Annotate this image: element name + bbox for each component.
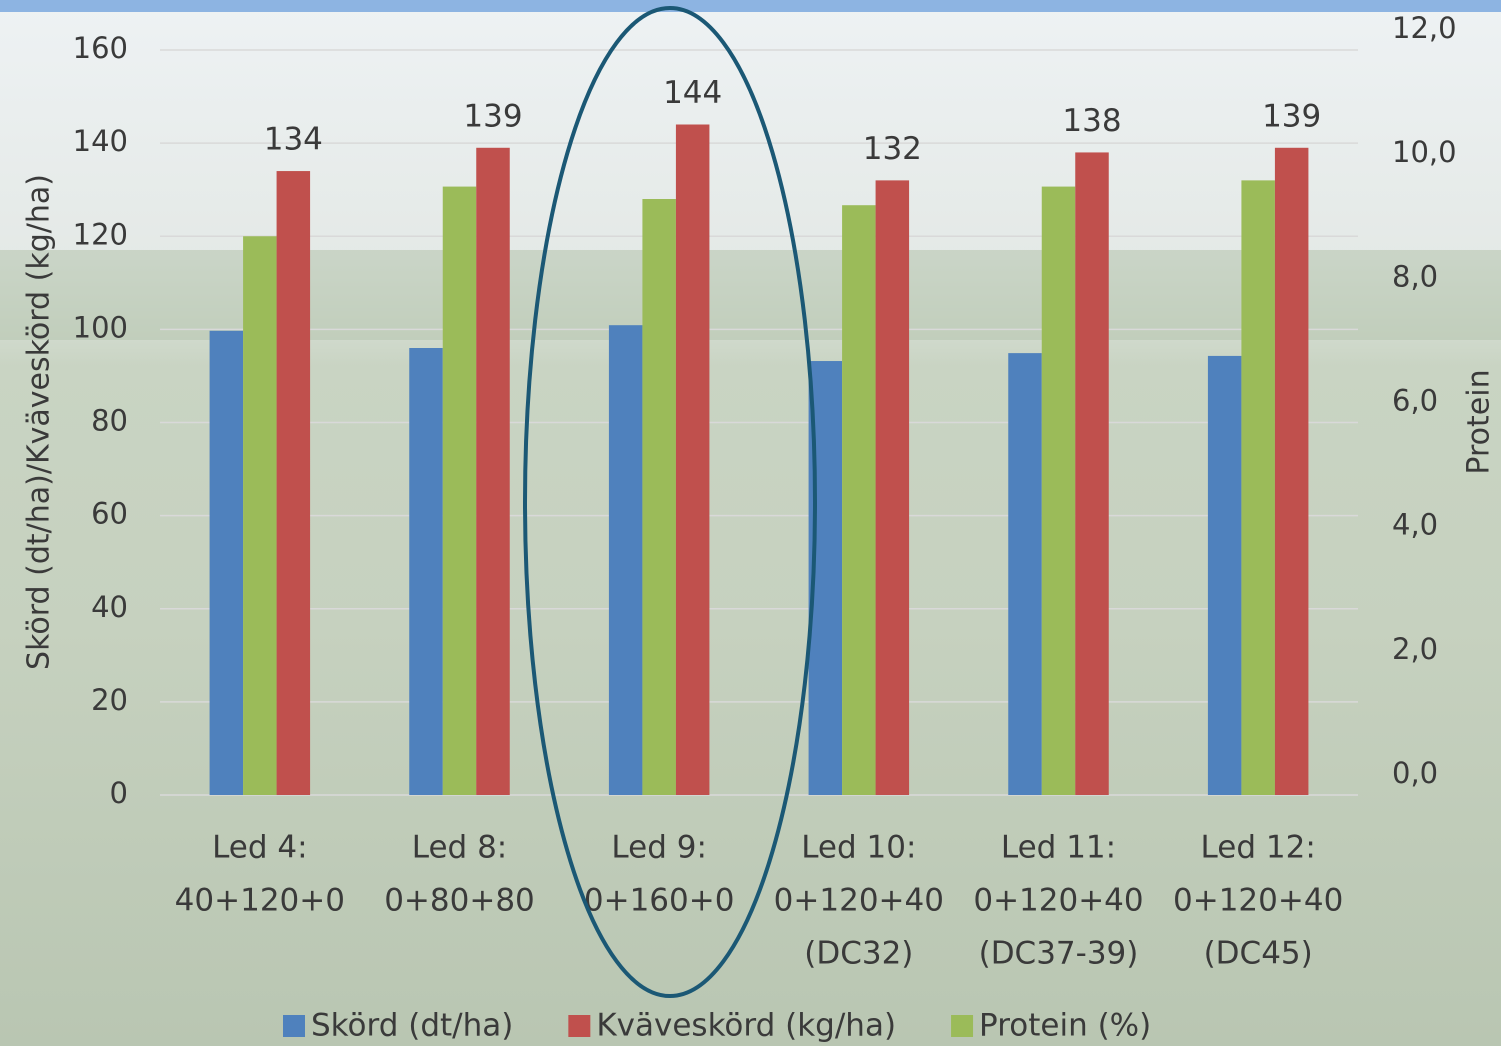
data-label: 138 <box>1062 103 1121 139</box>
plot-area: 0 20 40 60 80 100 120 140 160 0,0 2,0 4,0 6,0 8,0 10,0… <box>73 11 1457 1044</box>
data-label: 144 <box>663 75 722 111</box>
bar <box>842 205 876 796</box>
y-tick-label: 140 <box>73 124 128 158</box>
data-label: 132 <box>863 131 922 167</box>
legend-label: Kväveskörd (kg/ha) <box>596 1008 896 1044</box>
x-tick-label: Led 9: <box>611 830 707 866</box>
bar <box>1274 147 1309 795</box>
bar <box>442 186 477 796</box>
bar <box>1241 180 1275 795</box>
data-label: 139 <box>463 98 522 134</box>
y2-tick-label: 0,0 <box>1392 756 1438 790</box>
legend-swatch <box>568 1015 591 1037</box>
x-tick-label: (DC37-39) <box>979 936 1139 972</box>
bar <box>1008 353 1042 795</box>
bar <box>476 147 510 795</box>
y-axis-title: Skörd (dt/ha)/Kväveskörd (kg/ha) <box>22 174 57 670</box>
bar <box>1041 186 1076 796</box>
x-tick-label: Led 11: <box>1001 830 1116 866</box>
bar <box>276 171 311 795</box>
bar <box>209 330 244 795</box>
y-tick-label: 80 <box>91 404 128 438</box>
y-tick-label: 60 <box>91 497 128 531</box>
y2-tick-label: 2,0 <box>1392 632 1438 666</box>
x-tick-label: Led 10: <box>801 830 916 866</box>
y2-tick-label: 4,0 <box>1392 508 1438 542</box>
legend-swatch <box>283 1015 305 1037</box>
bar <box>675 124 710 795</box>
x-tick-label: 0+160+0 <box>584 883 735 919</box>
top-band <box>0 0 1501 12</box>
bar <box>642 199 676 795</box>
y-tick-label: 40 <box>91 590 128 624</box>
y-tick-label: 120 <box>73 217 128 251</box>
y-tick-label: 0 <box>110 776 128 810</box>
y2-tick-label: 8,0 <box>1392 259 1438 293</box>
bar <box>1207 355 1242 795</box>
y2-tick-label: 6,0 <box>1392 384 1438 418</box>
highlight-ellipse <box>523 6 817 998</box>
data-label: 134 <box>264 122 323 158</box>
y2-tick-label: 10,0 <box>1392 135 1457 169</box>
bar <box>409 348 443 795</box>
x-tick-label: (DC32) <box>804 936 913 972</box>
x-tick-label: 0+120+40 <box>774 883 944 919</box>
y-tick-label: 160 <box>73 31 128 65</box>
y-tick-label: 20 <box>91 683 128 717</box>
x-tick-label: 0+80+80 <box>384 883 535 919</box>
legend-label: Protein (%) <box>979 1008 1151 1044</box>
bar <box>608 325 643 795</box>
y2-axis-title: Protein <box>1462 369 1497 474</box>
legend-label: Skörd (dt/ha) <box>311 1008 513 1044</box>
bar <box>243 236 277 795</box>
data-label: 139 <box>1262 98 1321 134</box>
x-tick-label: 0+120+40 <box>973 883 1143 919</box>
bar <box>875 180 910 795</box>
x-tick-label: Led 12: <box>1201 830 1316 866</box>
bar <box>1075 152 1109 795</box>
legend-swatch <box>951 1015 974 1037</box>
x-tick-label: Led 4: <box>212 830 308 866</box>
x-tick-label: (DC45) <box>1204 936 1313 972</box>
x-tick-label: 0+120+40 <box>1173 883 1343 919</box>
x-tick-label: Led 8: <box>412 830 508 866</box>
y2-tick-label: 12,0 <box>1392 11 1457 45</box>
y-tick-label: 100 <box>73 310 128 344</box>
x-tick-label: 40+120+0 <box>175 883 345 919</box>
